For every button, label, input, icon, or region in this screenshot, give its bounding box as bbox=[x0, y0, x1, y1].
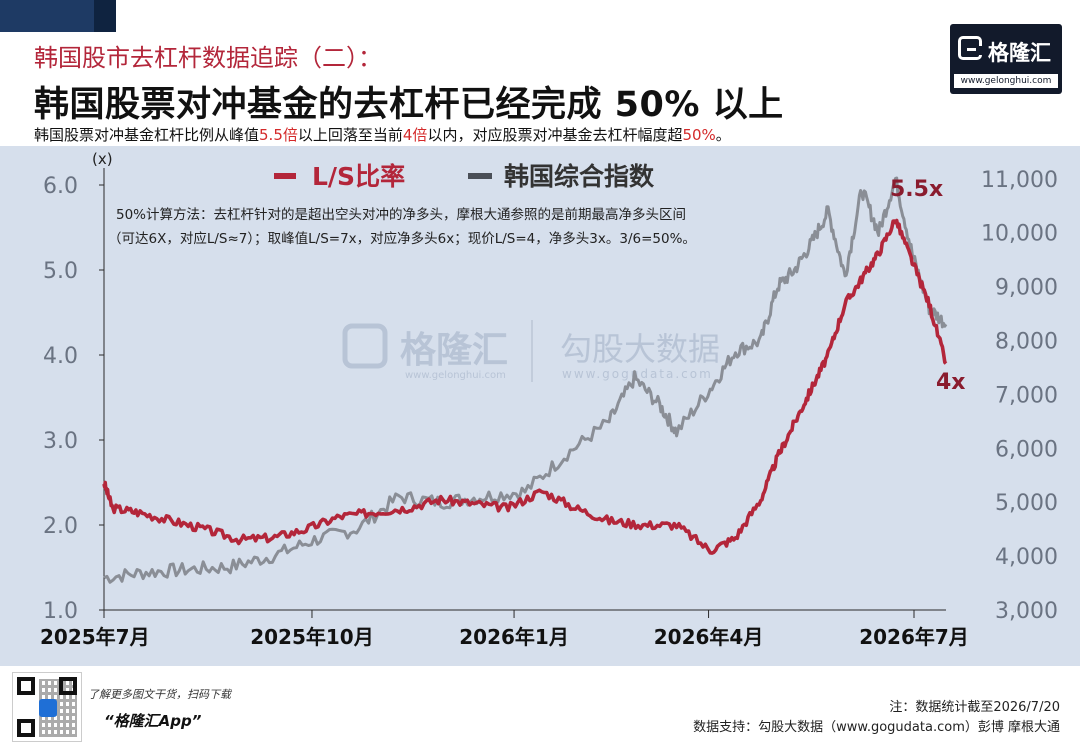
subtitle-text-1: 韩国股票对冲基金杠杆比例从峰值 bbox=[34, 126, 260, 144]
subtitle-percent: 50% bbox=[682, 126, 716, 144]
app-name: “格隆汇App” bbox=[104, 712, 202, 730]
brand-name: 格隆汇 bbox=[988, 41, 1051, 65]
subtitle-text-4: 。 bbox=[715, 126, 731, 144]
right-tick-label: 10,000 bbox=[981, 222, 1058, 247]
subtitle-current-value: 4倍 bbox=[402, 126, 428, 144]
method-note-line-2: （可达6X，对应L/S≈7）；取峰值L/S=7x，对应净多头6x；现价L/S=4… bbox=[108, 230, 696, 247]
right-tick-label: 9,000 bbox=[995, 276, 1058, 301]
right-tick-label: 11,000 bbox=[981, 168, 1058, 193]
watermark-brand: 格隆汇 bbox=[400, 330, 508, 371]
watermark-data: 勾股大数据 bbox=[560, 330, 720, 368]
x-tick-label: 2026年1月 bbox=[459, 625, 569, 649]
x-tick-label: 2026年7月 bbox=[859, 625, 969, 649]
watermark-g-icon bbox=[342, 323, 388, 369]
qr-finder-top-left bbox=[17, 677, 35, 695]
right-tick-label: 4,000 bbox=[995, 545, 1058, 570]
annotation-peak: 5.5x bbox=[890, 177, 943, 202]
qr-logo-icon bbox=[39, 699, 57, 717]
corner-accent bbox=[94, 0, 116, 32]
x-tick-label: 2025年7月 bbox=[40, 625, 150, 649]
x-tick-label: 2026年4月 bbox=[654, 625, 764, 649]
right-tick-label: 8,000 bbox=[995, 329, 1058, 354]
subtitle-peak-value: 5.5倍 bbox=[259, 126, 298, 144]
subtitle: 韩国股票对冲基金杠杆比例从峰值5.5倍以上回落至当前4倍以内，对应股票对冲基金去… bbox=[34, 124, 731, 145]
data-cutoff-note: 注：数据统计截至2026/7/20 bbox=[889, 700, 1060, 715]
chart: (x) 1.0 2.0 3.0 4.0 5.0 6.0 3,000 4,000 5,000 6,00… bbox=[40, 150, 1058, 649]
qr-finder-bottom-left bbox=[17, 719, 35, 737]
right-tick-label: 3,000 bbox=[995, 599, 1058, 624]
right-tick-label: 5,000 bbox=[995, 491, 1058, 516]
brand-logo[interactable]: 格隆汇 www.gelonghui.com bbox=[950, 24, 1062, 94]
left-tick-label: 3.0 bbox=[43, 429, 78, 454]
subtitle-text-2: 以上回落至当前 bbox=[297, 126, 403, 144]
subtitle-text-3: 以内，对应股票对冲基金去杠杆幅度超 bbox=[427, 126, 683, 144]
left-tick-label: 4.0 bbox=[43, 344, 78, 369]
left-tick-label: 6.0 bbox=[43, 174, 78, 199]
brand-url: www.gelonghui.com bbox=[954, 74, 1058, 88]
qr-caption: 了解更多图文干货，扫码下载 bbox=[88, 688, 231, 701]
right-tick-label: 7,000 bbox=[995, 383, 1058, 408]
left-tick-label: 1.0 bbox=[43, 599, 78, 624]
watermark-brand-url: www.gelonghui.com bbox=[405, 370, 506, 381]
qr-finder-top-right bbox=[59, 677, 77, 695]
right-tick-label: 6,000 bbox=[995, 437, 1058, 462]
brand-g-icon bbox=[958, 36, 982, 60]
left-tick-label: 5.0 bbox=[43, 259, 78, 284]
method-note-line-1: 50%计算方法：去杠杆针对的是超出空头对冲的净多头，摩根大通参照的是前期最高净多… bbox=[116, 206, 686, 223]
x-tick-label: 2025年10月 bbox=[250, 625, 374, 649]
main-title: 韩国股票对冲基金的去杠杆已经完成 50% 以上 bbox=[34, 85, 784, 125]
top-title: 韩国股市去杠杆数据追踪（二）： bbox=[34, 44, 382, 72]
qr-code[interactable] bbox=[12, 672, 82, 742]
annotation-current: 4x bbox=[936, 370, 966, 395]
ls-ratio-line bbox=[102, 218, 948, 555]
data-source-note: 数据支持：勾股大数据（www.gogudata.com）彭博 摩根大通 bbox=[693, 720, 1060, 735]
legend-label-kospi: 韩国综合指数 bbox=[504, 162, 655, 191]
kospi-line bbox=[103, 176, 948, 584]
legend-label-ls-ratio: L/S比率 bbox=[312, 162, 405, 191]
left-tick-label: 2.0 bbox=[43, 514, 78, 539]
left-axis-unit: (x) bbox=[92, 150, 113, 168]
